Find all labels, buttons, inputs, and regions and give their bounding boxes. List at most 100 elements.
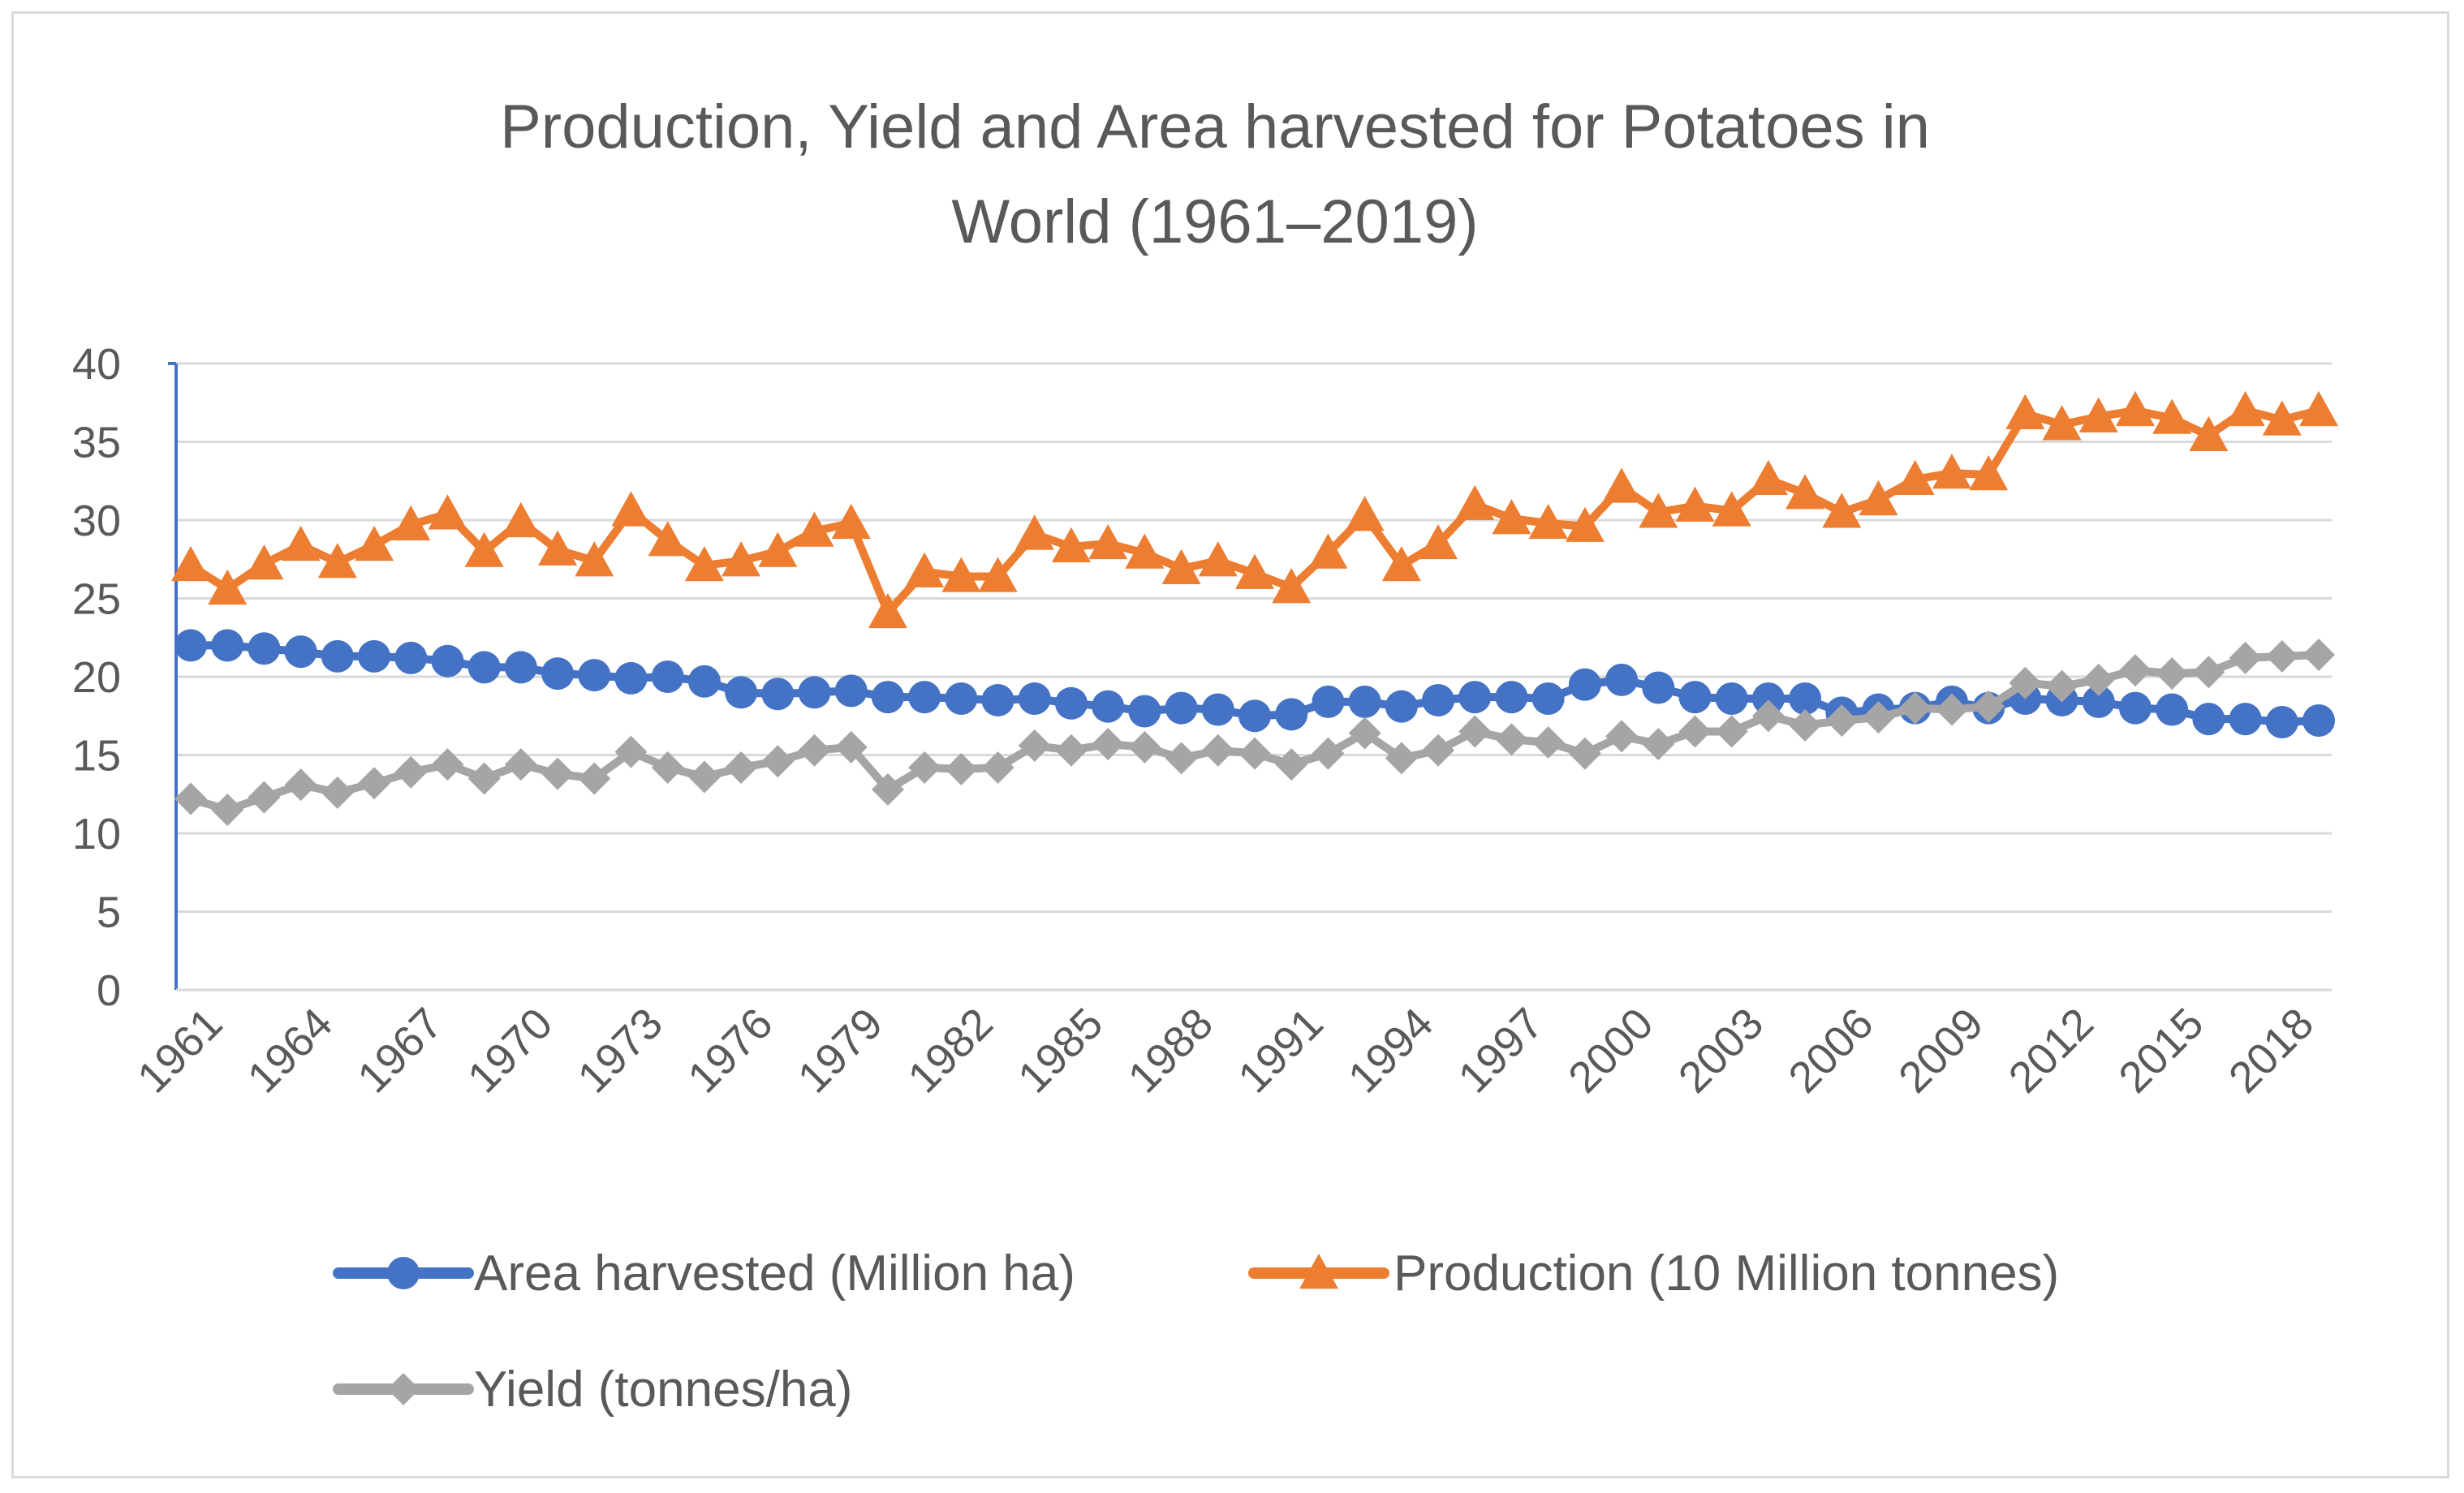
data-point xyxy=(464,531,504,567)
data-point xyxy=(1054,686,1088,720)
x-tick-label: 2000 xyxy=(1559,999,1662,1102)
data-point xyxy=(2265,639,2298,673)
data-point xyxy=(1092,690,1125,723)
data-point xyxy=(2156,693,2189,726)
data-point xyxy=(1128,730,1161,764)
data-point xyxy=(945,752,978,785)
data-point xyxy=(1715,682,1748,716)
data-point xyxy=(1751,682,1785,716)
data-point xyxy=(725,676,758,709)
data-point xyxy=(1895,459,1935,496)
data-point xyxy=(795,511,834,547)
data-point xyxy=(1972,690,2005,723)
data-point xyxy=(1275,748,1308,781)
data-point xyxy=(981,683,1014,716)
data-point xyxy=(1531,682,1565,716)
x-tick-label: 2018 xyxy=(2220,999,2323,1102)
data-point xyxy=(2229,641,2262,674)
data-point xyxy=(1932,454,1971,489)
x-tick-label: 1982 xyxy=(898,999,1002,1102)
legend-item: Yield (tonnes/ha) xyxy=(333,1362,852,1418)
data-point xyxy=(1786,474,1825,510)
data-point xyxy=(321,776,354,809)
data-point xyxy=(578,659,611,692)
data-point xyxy=(1345,496,1385,531)
legend-swatch-marker xyxy=(387,1257,420,1289)
data-point xyxy=(2082,685,2115,718)
data-point xyxy=(2229,703,2262,736)
data-point xyxy=(761,745,795,778)
x-tick-label: 1994 xyxy=(1339,999,1442,1102)
data-point xyxy=(1642,671,1675,704)
data-point xyxy=(1568,737,1601,770)
data-point xyxy=(758,531,798,567)
data-point xyxy=(1642,727,1675,760)
data-point xyxy=(798,676,831,709)
chart-title-line-2: World (1961–2019) xyxy=(951,187,1478,256)
data-point xyxy=(541,757,575,790)
x-tick-label: 1988 xyxy=(1119,999,1222,1102)
data-point xyxy=(1495,681,1528,714)
data-point xyxy=(2078,397,2118,432)
data-point xyxy=(1748,459,1788,496)
data-point xyxy=(1201,734,1234,767)
data-point xyxy=(431,748,464,781)
data-point xyxy=(2009,666,2042,699)
data-point xyxy=(1128,695,1161,728)
x-tick-label: 2015 xyxy=(2109,999,2212,1102)
data-point xyxy=(725,751,758,784)
data-point xyxy=(2045,669,2078,703)
legend-item: Area harvested (Million ha) xyxy=(333,1246,1075,1302)
legend-label: Yield (tonnes/ha) xyxy=(474,1362,852,1418)
data-point xyxy=(541,657,575,691)
data-point xyxy=(1528,503,1568,540)
data-point xyxy=(1238,699,1271,733)
x-tick-label: 1991 xyxy=(1229,999,1332,1102)
x-tick-label: 1961 xyxy=(128,999,231,1102)
y-tick-label: 15 xyxy=(72,732,121,781)
data-point xyxy=(868,592,907,629)
data-point xyxy=(651,751,684,784)
data-point xyxy=(284,768,317,802)
y-tick-label: 35 xyxy=(72,419,121,467)
data-point xyxy=(2302,638,2335,671)
data-point xyxy=(1201,693,1234,726)
data-point xyxy=(2005,394,2045,429)
data-point xyxy=(281,525,321,561)
data-point xyxy=(1381,545,1421,582)
data-point xyxy=(648,521,687,557)
data-point xyxy=(1822,493,1862,528)
data-point xyxy=(1639,493,1678,528)
data-point xyxy=(578,762,611,795)
x-tick-label: 1967 xyxy=(348,999,451,1102)
legend-swatch-marker xyxy=(1299,1254,1338,1289)
data-point xyxy=(1565,506,1605,542)
x-tick-label: 1985 xyxy=(1009,999,1112,1102)
data-point xyxy=(1715,715,1748,748)
data-point xyxy=(394,641,428,674)
data-point xyxy=(1751,699,1785,733)
data-point xyxy=(1862,701,1895,734)
data-point xyxy=(2082,663,2115,696)
data-point xyxy=(1789,708,1822,742)
data-point xyxy=(1789,682,1822,716)
data-point xyxy=(1054,734,1088,767)
data-point xyxy=(798,734,831,767)
data-point xyxy=(1422,734,1455,767)
y-tick-label: 40 xyxy=(72,340,121,389)
data-point xyxy=(211,794,244,827)
data-point xyxy=(358,767,391,800)
data-point xyxy=(2115,390,2155,427)
data-point xyxy=(171,545,210,582)
data-point xyxy=(1051,527,1091,563)
x-tick-label: 1976 xyxy=(678,999,782,1102)
data-point xyxy=(1531,726,1565,759)
data-point xyxy=(2156,657,2189,691)
y-tick-label: 0 xyxy=(97,966,121,1015)
data-point xyxy=(394,755,428,789)
series-1 xyxy=(171,390,2338,629)
data-point xyxy=(1165,691,1198,725)
data-point xyxy=(358,639,391,673)
data-point xyxy=(831,503,871,540)
data-point xyxy=(1088,523,1128,560)
